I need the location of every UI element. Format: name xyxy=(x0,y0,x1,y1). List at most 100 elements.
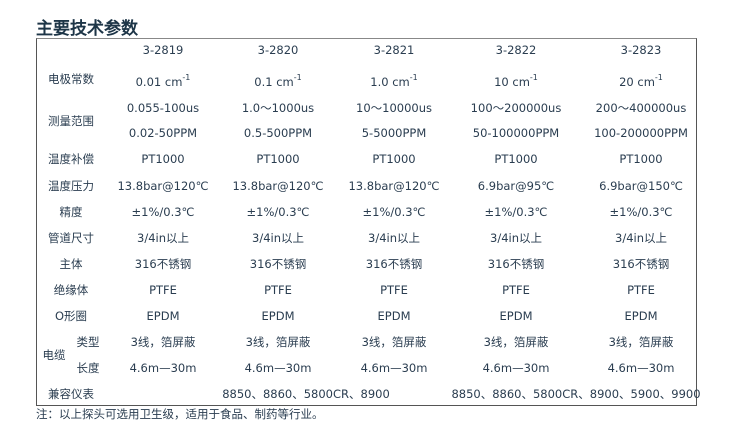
cell-cable-length: 4.6m—30m xyxy=(483,361,550,375)
cell-electrode_constant: 10 cm-1 xyxy=(494,73,538,89)
row-label-insulator-text: 绝缘体 xyxy=(53,283,89,297)
cell-insulator: PTFE xyxy=(502,283,530,297)
model-header: 3-2823 xyxy=(621,43,662,57)
cell-temp_comp-text: PT1000 xyxy=(619,152,663,166)
cell-body: 316不锈钢 xyxy=(250,256,306,272)
cell-compat-group2: 8850、8860、5800CR、8900、5900、9900 xyxy=(451,386,700,402)
model-header-text: 3-2819 xyxy=(142,43,184,57)
cell-pipe: 3/4in以上 xyxy=(252,230,304,246)
model-header: 3-2822 xyxy=(496,43,537,57)
row-label-temp_pressure: 温度压力 xyxy=(48,178,94,194)
cell-range-us-text: 1.0～1000us xyxy=(241,101,315,115)
cell-range-us: 1.0～1000us xyxy=(242,100,314,116)
cell-pipe: 3/4in以上 xyxy=(137,230,189,246)
row-label-cable-text: 电缆 xyxy=(42,348,66,362)
cell-range-ppm: 5-5000PPM xyxy=(362,126,427,140)
row-label-body: 主体 xyxy=(60,256,83,272)
cell-range-ppm-text: 0.02-50PPM xyxy=(128,126,198,140)
cell-temp_comp-text: PT1000 xyxy=(256,152,300,166)
cell-temp_pressure: 13.8bar@120℃ xyxy=(232,179,323,193)
cell-accuracy-text: ±1%/0.3℃ xyxy=(131,205,195,219)
cell-compat-group2-text: 8850、8860、5800CR、8900、5900、9900 xyxy=(451,387,701,401)
model-header-text: 3-2823 xyxy=(620,43,662,57)
cell-oring-text: EPDM xyxy=(261,309,295,323)
row-label-insulator: 绝缘体 xyxy=(54,282,89,298)
cell-pipe: 3/4in以上 xyxy=(615,230,667,246)
cell-range-us-text: 200～400000us xyxy=(595,101,687,115)
cell-compat-group1: 8850、8860、5800CR、8900 xyxy=(222,386,390,402)
model-header: 3-2820 xyxy=(258,43,299,57)
cell-range-us-text: 0.055-100us xyxy=(126,101,200,115)
cell-compat-group1-text: 8850、8860、5800CR、8900 xyxy=(222,387,390,401)
cell-pipe-text: 3/4in以上 xyxy=(490,231,542,245)
row-label-range: 测量范围 xyxy=(48,113,94,129)
row-label-accuracy: 精度 xyxy=(60,204,83,220)
cell-insulator-text: PTFE xyxy=(264,283,292,297)
cell-insulator-text: PTFE xyxy=(149,283,177,297)
cell-accuracy: ±1%/0.3℃ xyxy=(485,205,548,219)
cell-cable-length-text: 4.6m—30m xyxy=(244,361,312,375)
cell-body-text: 316不锈钢 xyxy=(365,257,423,271)
cell-insulator: PTFE xyxy=(264,283,292,297)
cell-accuracy-text: ±1%/0.3℃ xyxy=(484,205,548,219)
cell-pipe: 3/4in以上 xyxy=(368,230,420,246)
cell-accuracy: ±1%/0.3℃ xyxy=(610,205,673,219)
exponent: -1 xyxy=(529,73,538,82)
cell-temp_comp-text: PT1000 xyxy=(372,152,416,166)
cell-temp_pressure-text: 6.9bar@150℃ xyxy=(599,179,683,193)
cell-range-ppm-text: 50-100000PPM xyxy=(472,126,560,140)
cell-range-us-text: 10～10000us xyxy=(356,101,432,115)
row-label-temp_comp-text: 温度补偿 xyxy=(48,152,94,166)
cell-cable-type-text: 3线，箔屏蔽 xyxy=(361,335,427,349)
cell-insulator-text: PTFE xyxy=(502,283,530,297)
cell-range-us-text: 100～200000us xyxy=(470,101,562,115)
cell-oring-text: EPDM xyxy=(624,309,658,323)
cell-oring: EPDM xyxy=(378,309,411,323)
footnote: 注：以上探头可选用卫生级，适用于食品、制药等行业。 xyxy=(36,407,324,421)
model-header-text: 3-2822 xyxy=(495,43,537,57)
model-header-text: 3-2820 xyxy=(257,43,299,57)
cell-pipe-text: 3/4in以上 xyxy=(615,231,667,245)
row-label-temp_comp: 温度补偿 xyxy=(48,151,94,167)
cell-temp_comp: PT1000 xyxy=(494,152,537,166)
row-label-cable-type-text: 类型 xyxy=(76,335,100,349)
row-label-electrode_constant-text: 电极常数 xyxy=(48,72,94,86)
row-label-oring: O形圈 xyxy=(55,308,87,324)
cell-accuracy: ±1%/0.3℃ xyxy=(132,205,195,219)
cell-range-ppm: 50-100000PPM xyxy=(473,126,559,140)
cell-electrode_constant: 0.01 cm-1 xyxy=(136,73,191,89)
cell-oring-text: EPDM xyxy=(146,309,180,323)
row-label-cable: 电缆 xyxy=(43,347,66,363)
cell-cable-type-text: 3线，箔屏蔽 xyxy=(245,335,311,349)
row-label-range-text: 测量范围 xyxy=(48,114,94,128)
cell-body: 316不锈钢 xyxy=(366,256,422,272)
cell-temp_comp: PT1000 xyxy=(372,152,415,166)
cell-insulator: PTFE xyxy=(149,283,177,297)
spec-table: 3-2819 3-2820 3-2821 3-2822 3-2823 电极常数 0.01 c… xyxy=(36,38,701,406)
row-label-cable-length: 长度 xyxy=(77,360,100,376)
cell-cable-length-text: 4.6m—30m xyxy=(482,361,550,375)
cell-range-ppm-text: 100-200000PPM xyxy=(594,126,688,140)
cell-range-ppm: 0.02-50PPM xyxy=(129,126,197,140)
cell-oring-text: EPDM xyxy=(377,309,411,323)
cell-cable-type: 3线，箔屏蔽 xyxy=(131,334,196,350)
cell-cable-length-text: 4.6m—30m xyxy=(360,361,428,375)
cell-accuracy-text: ±1%/0.3℃ xyxy=(362,205,426,219)
cell-insulator: PTFE xyxy=(627,283,655,297)
row-label-compat-text: 兼容仪表 xyxy=(48,387,94,401)
row-label-cable-type: 类型 xyxy=(77,334,100,350)
cell-temp_pressure-text: 13.8bar@120℃ xyxy=(232,179,324,193)
cell-electrode_constant: 1.0 cm-1 xyxy=(370,73,417,89)
cell-temp_comp-text: PT1000 xyxy=(141,152,185,166)
cell-pipe-text: 3/4in以上 xyxy=(368,231,420,245)
cell-cable-length: 4.6m—30m xyxy=(130,361,197,375)
cell-cable-length: 4.6m—30m xyxy=(245,361,312,375)
cell-cable-length: 4.6m—30m xyxy=(608,361,675,375)
cell-temp_comp-text: PT1000 xyxy=(494,152,538,166)
cell-cable-type: 3线，箔屏蔽 xyxy=(362,334,427,350)
cell-electrode_constant: 0.1 cm-1 xyxy=(254,73,301,89)
cell-body-text: 316不锈钢 xyxy=(249,257,307,271)
cell-cable-length-text: 4.6m—30m xyxy=(607,361,675,375)
cell-body-text: 316不锈钢 xyxy=(487,257,545,271)
cell-oring: EPDM xyxy=(625,309,658,323)
